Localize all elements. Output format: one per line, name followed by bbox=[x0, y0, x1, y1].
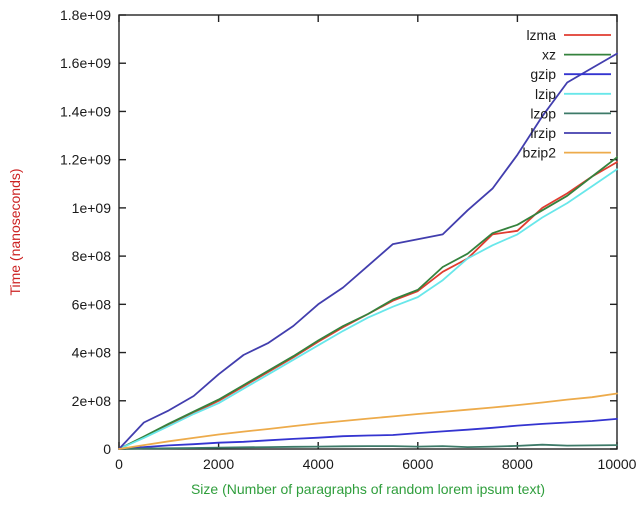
y-tick-label: 1.4e+09 bbox=[60, 103, 111, 119]
x-tick-label: 0 bbox=[115, 456, 123, 472]
x-tick-label: 10000 bbox=[598, 456, 637, 472]
y-tick-label: 2e+08 bbox=[72, 393, 112, 409]
legend-item-lzop: lzop bbox=[530, 105, 611, 121]
legend-layer: lzma xz gzip lzip lzop lrzip bzip2 bbox=[523, 27, 611, 161]
series-line-bzip2 bbox=[118, 392, 618, 450]
legend-label-lrzip: lrzip bbox=[530, 125, 556, 141]
y-tick-label: 1.8e+09 bbox=[60, 7, 111, 23]
y-tick-label: 1.2e+09 bbox=[60, 152, 111, 168]
y-axis-title: Time (nanoseconds) bbox=[7, 168, 23, 295]
legend-item-lzma: lzma bbox=[526, 27, 611, 43]
legend-item-lzip: lzip bbox=[535, 86, 611, 102]
y-tick-label: 1.6e+09 bbox=[60, 55, 111, 71]
series-line-gzip bbox=[118, 417, 618, 450]
y-tick-label: 1e+09 bbox=[72, 200, 112, 216]
x-tick-label: 2000 bbox=[203, 456, 234, 472]
y-tick-label: 4e+08 bbox=[72, 345, 112, 361]
plot-border bbox=[118, 14, 618, 450]
legend-label-lzop: lzop bbox=[530, 105, 556, 121]
series-line-lzop bbox=[118, 443, 618, 450]
legend-label-lzip: lzip bbox=[535, 86, 556, 102]
legend-label-gzip: gzip bbox=[530, 66, 556, 82]
legend-item-gzip: gzip bbox=[530, 66, 611, 82]
legend-item-bzip2: bzip2 bbox=[523, 145, 611, 161]
y-tick-label: 8e+08 bbox=[72, 248, 112, 264]
x-axis-title: Size (Number of paragraphs of random lor… bbox=[191, 481, 545, 497]
x-tick-label: 6000 bbox=[402, 456, 433, 472]
legend-item-xz: xz bbox=[542, 47, 611, 63]
series-line-lzip bbox=[118, 168, 618, 450]
series-layer bbox=[118, 52, 618, 450]
legend-item-lrzip: lrzip bbox=[530, 125, 611, 141]
legend-label-bzip2: bzip2 bbox=[523, 145, 557, 161]
series-line-lzma bbox=[118, 161, 618, 450]
x-tick-label: 8000 bbox=[502, 456, 533, 472]
legend-label-xz: xz bbox=[542, 47, 556, 63]
y-tick-label: 6e+08 bbox=[72, 296, 112, 312]
series-line-lrzip bbox=[118, 52, 618, 450]
legend-label-lzma: lzma bbox=[526, 27, 556, 43]
y-tick-label: 0 bbox=[103, 441, 111, 457]
x-tick-label: 4000 bbox=[303, 456, 334, 472]
series-line-xz bbox=[118, 156, 618, 450]
